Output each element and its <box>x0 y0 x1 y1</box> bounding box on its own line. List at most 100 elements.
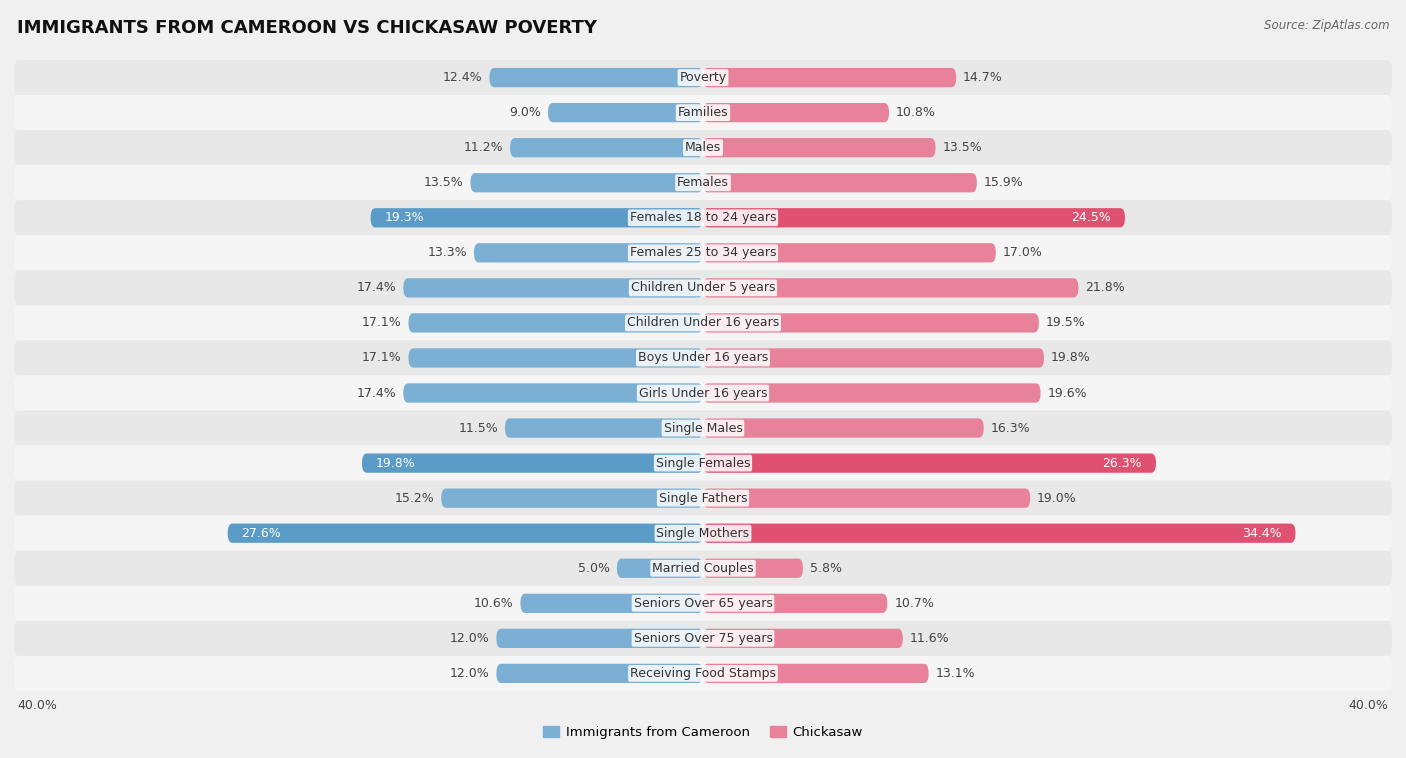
FancyBboxPatch shape <box>703 349 1045 368</box>
FancyBboxPatch shape <box>14 375 1392 411</box>
FancyBboxPatch shape <box>14 621 1392 656</box>
FancyBboxPatch shape <box>14 200 1392 235</box>
Text: Source: ZipAtlas.com: Source: ZipAtlas.com <box>1264 19 1389 32</box>
Text: Children Under 16 years: Children Under 16 years <box>627 316 779 330</box>
FancyBboxPatch shape <box>703 418 984 437</box>
Text: 17.0%: 17.0% <box>1002 246 1043 259</box>
Text: Girls Under 16 years: Girls Under 16 years <box>638 387 768 399</box>
FancyBboxPatch shape <box>703 103 889 122</box>
FancyBboxPatch shape <box>703 664 928 683</box>
Text: 11.2%: 11.2% <box>464 141 503 154</box>
FancyBboxPatch shape <box>14 271 1392 305</box>
FancyBboxPatch shape <box>14 60 1392 95</box>
Text: 27.6%: 27.6% <box>242 527 281 540</box>
FancyBboxPatch shape <box>703 594 887 613</box>
FancyBboxPatch shape <box>703 208 1125 227</box>
FancyBboxPatch shape <box>703 278 1078 297</box>
Text: 40.0%: 40.0% <box>1348 699 1389 712</box>
Text: 10.8%: 10.8% <box>896 106 936 119</box>
Text: 16.3%: 16.3% <box>991 421 1031 434</box>
FancyBboxPatch shape <box>404 384 703 402</box>
Text: 19.0%: 19.0% <box>1038 492 1077 505</box>
FancyBboxPatch shape <box>496 664 703 683</box>
Text: Children Under 5 years: Children Under 5 years <box>631 281 775 294</box>
Text: 12.4%: 12.4% <box>443 71 482 84</box>
FancyBboxPatch shape <box>14 551 1392 586</box>
FancyBboxPatch shape <box>703 68 956 87</box>
Text: 10.7%: 10.7% <box>894 597 934 609</box>
FancyBboxPatch shape <box>703 173 977 193</box>
Text: Seniors Over 65 years: Seniors Over 65 years <box>634 597 772 609</box>
FancyBboxPatch shape <box>703 313 1039 333</box>
Text: 12.0%: 12.0% <box>450 632 489 645</box>
FancyBboxPatch shape <box>404 278 703 297</box>
FancyBboxPatch shape <box>14 305 1392 340</box>
Text: Females 25 to 34 years: Females 25 to 34 years <box>630 246 776 259</box>
Text: Boys Under 16 years: Boys Under 16 years <box>638 352 768 365</box>
Text: Single Females: Single Females <box>655 456 751 470</box>
Text: 19.8%: 19.8% <box>1050 352 1091 365</box>
FancyBboxPatch shape <box>703 628 903 648</box>
Text: 19.5%: 19.5% <box>1046 316 1085 330</box>
FancyBboxPatch shape <box>471 173 703 193</box>
Text: Females: Females <box>678 177 728 190</box>
Text: 11.5%: 11.5% <box>458 421 498 434</box>
Text: 24.5%: 24.5% <box>1071 211 1111 224</box>
Text: 10.6%: 10.6% <box>474 597 513 609</box>
Text: 19.3%: 19.3% <box>384 211 425 224</box>
FancyBboxPatch shape <box>703 524 1295 543</box>
Text: 26.3%: 26.3% <box>1102 456 1142 470</box>
Text: Families: Families <box>678 106 728 119</box>
FancyBboxPatch shape <box>489 68 703 87</box>
FancyBboxPatch shape <box>617 559 703 578</box>
FancyBboxPatch shape <box>14 340 1392 375</box>
Text: 17.1%: 17.1% <box>361 316 402 330</box>
Text: Single Mothers: Single Mothers <box>657 527 749 540</box>
FancyBboxPatch shape <box>548 103 703 122</box>
FancyBboxPatch shape <box>228 524 703 543</box>
FancyBboxPatch shape <box>703 488 1031 508</box>
Text: 14.7%: 14.7% <box>963 71 1002 84</box>
Text: 34.4%: 34.4% <box>1241 527 1282 540</box>
FancyBboxPatch shape <box>14 95 1392 130</box>
Legend: Immigrants from Cameroon, Chickasaw: Immigrants from Cameroon, Chickasaw <box>538 720 868 744</box>
FancyBboxPatch shape <box>409 313 703 333</box>
Text: Males: Males <box>685 141 721 154</box>
Text: 5.0%: 5.0% <box>578 562 610 575</box>
Text: IMMIGRANTS FROM CAMEROON VS CHICKASAW POVERTY: IMMIGRANTS FROM CAMEROON VS CHICKASAW PO… <box>17 19 598 37</box>
Text: 5.8%: 5.8% <box>810 562 842 575</box>
FancyBboxPatch shape <box>14 481 1392 515</box>
Text: 13.5%: 13.5% <box>942 141 983 154</box>
FancyBboxPatch shape <box>474 243 703 262</box>
Text: 9.0%: 9.0% <box>509 106 541 119</box>
FancyBboxPatch shape <box>703 559 803 578</box>
Text: 13.3%: 13.3% <box>427 246 467 259</box>
Text: 40.0%: 40.0% <box>17 699 58 712</box>
Text: Seniors Over 75 years: Seniors Over 75 years <box>634 632 772 645</box>
FancyBboxPatch shape <box>14 446 1392 481</box>
Text: Single Fathers: Single Fathers <box>659 492 747 505</box>
FancyBboxPatch shape <box>441 488 703 508</box>
FancyBboxPatch shape <box>703 138 935 158</box>
FancyBboxPatch shape <box>14 165 1392 200</box>
FancyBboxPatch shape <box>14 235 1392 271</box>
FancyBboxPatch shape <box>409 349 703 368</box>
Text: 15.2%: 15.2% <box>395 492 434 505</box>
Text: Poverty: Poverty <box>679 71 727 84</box>
FancyBboxPatch shape <box>703 453 1156 473</box>
FancyBboxPatch shape <box>14 515 1392 551</box>
Text: 21.8%: 21.8% <box>1085 281 1125 294</box>
Text: 17.4%: 17.4% <box>357 281 396 294</box>
Text: 15.9%: 15.9% <box>984 177 1024 190</box>
FancyBboxPatch shape <box>505 418 703 437</box>
Text: 19.8%: 19.8% <box>375 456 416 470</box>
FancyBboxPatch shape <box>14 411 1392 446</box>
FancyBboxPatch shape <box>496 628 703 648</box>
Text: Married Couples: Married Couples <box>652 562 754 575</box>
FancyBboxPatch shape <box>510 138 703 158</box>
FancyBboxPatch shape <box>361 453 703 473</box>
Text: 12.0%: 12.0% <box>450 667 489 680</box>
Text: 17.1%: 17.1% <box>361 352 402 365</box>
Text: 13.1%: 13.1% <box>935 667 976 680</box>
Text: 17.4%: 17.4% <box>357 387 396 399</box>
